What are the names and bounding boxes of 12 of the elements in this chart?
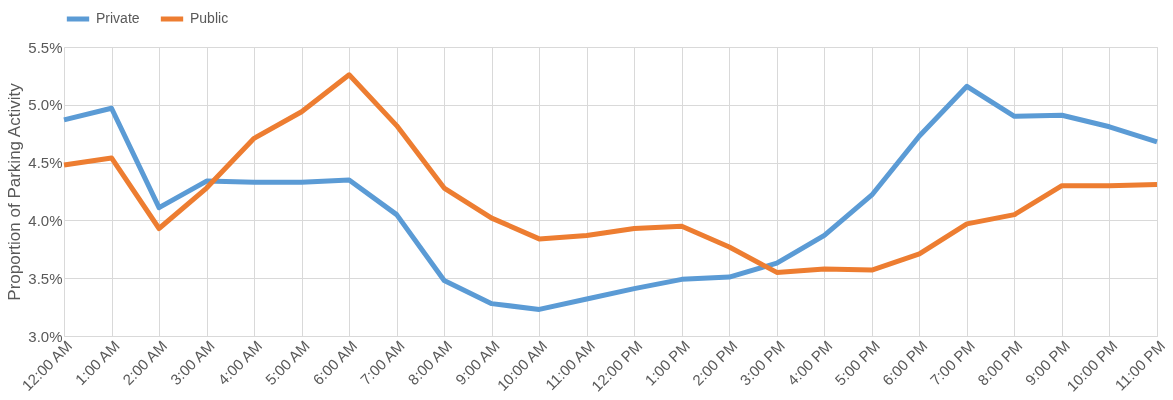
x-tick-label: 3:00 PM: [736, 337, 788, 389]
x-tick-label: 5:00 PM: [831, 337, 883, 389]
y-tick-label: 4.5%: [28, 154, 63, 172]
x-tick-label: 1:00 AM: [71, 337, 123, 389]
y-tick-label: 3.5%: [28, 269, 63, 287]
legend-label: Private: [96, 10, 140, 26]
legend-label: Public: [190, 10, 229, 26]
y-axis-title: Proportion of Parking Activity: [5, 82, 25, 301]
y-tick-label: 5.0%: [28, 96, 63, 114]
y-tick-label: 3.0%: [28, 327, 63, 345]
y-tick-label: 4.0%: [28, 211, 63, 229]
y-tick-label: 5.5%: [28, 38, 63, 56]
